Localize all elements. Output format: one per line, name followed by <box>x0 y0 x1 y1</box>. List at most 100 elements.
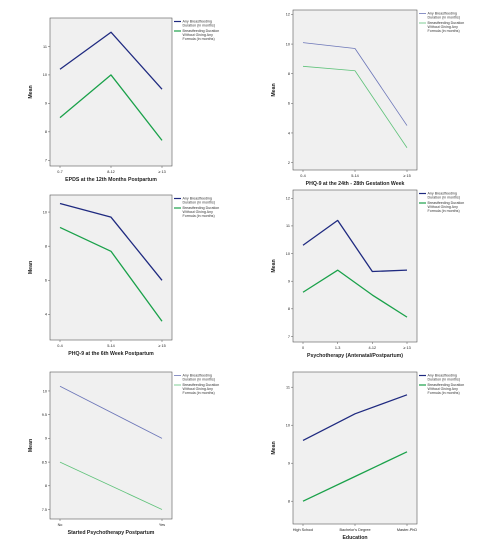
legend-label: Formula (in months) <box>428 391 460 395</box>
x-tick-label: 5-14 <box>107 344 115 348</box>
y-tick-label: 9 <box>45 102 47 106</box>
legend-label: Duration (in months) <box>183 24 216 28</box>
chart-panel-6: 8 9 10 11 High School Bachelor's Degree Master… <box>271 371 465 541</box>
plot-area <box>49 371 173 520</box>
x-axis-title: Psychotherapy (Antenatal/Postpartum) <box>307 353 403 359</box>
legend-label: Any Breastfeeding <box>428 374 457 378</box>
y-tick-label: 11 <box>43 45 47 49</box>
x-tick-label: 1-3 <box>335 346 341 350</box>
y-axis-title: Mean <box>28 261 34 274</box>
legend-label: Any Breastfeeding <box>183 197 212 201</box>
y-tick-label: 8 <box>45 484 47 488</box>
y-tick-label: 7 <box>45 159 47 163</box>
series-line-without-formula <box>59 74 163 141</box>
x-axis-title: Education <box>342 535 367 541</box>
x-tick-label: 0-7 <box>57 170 63 174</box>
x-tick-label: Yes <box>159 523 165 527</box>
legend-label: Formula (in months) <box>183 37 215 41</box>
legend-label: Without Giving Any <box>183 387 214 391</box>
series-line-without-formula <box>59 226 163 322</box>
y-tick-label: 10 <box>286 424 290 428</box>
legend-label: Formula (in months) <box>428 209 460 213</box>
legend-label: Any Breastfeeding <box>428 192 457 196</box>
plot-area <box>49 17 173 167</box>
x-axis-title: Started Psychotherapy Postpartum <box>68 530 155 536</box>
x-tick-label: Master-PhD <box>397 528 418 532</box>
legend-label: Duration (in months) <box>428 196 461 200</box>
y-tick-label: 10 <box>286 42 290 46</box>
series-line-any <box>59 385 163 439</box>
legend-label: Duration (in months) <box>183 201 216 205</box>
y-tick-label: 8 <box>45 244 47 248</box>
series-line-without-formula <box>302 451 408 502</box>
legend-label: Duration (in months) <box>428 378 461 382</box>
y-tick-label: 2 <box>288 161 290 165</box>
y-tick-label: 4 <box>288 131 290 135</box>
y-tick-label: 10 <box>43 389 47 393</box>
y-tick-label: 12 <box>286 13 290 17</box>
legend-label: Formula (in months) <box>428 29 460 33</box>
legend-label: Breastfeeding Duration <box>428 383 465 387</box>
y-tick-label: 8 <box>288 500 290 504</box>
x-tick-label: 5-14 <box>351 174 359 178</box>
series-line-without-formula <box>302 65 408 149</box>
legend-label: Without Giving Any <box>428 205 459 209</box>
y-tick-label: 12 <box>286 197 290 201</box>
y-axis-title: Mean <box>271 83 277 96</box>
series-line-without-formula <box>302 269 408 318</box>
x-tick-label: 0 <box>302 346 304 350</box>
y-tick-label: 9 <box>288 462 290 466</box>
y-tick-label: 8.5 <box>42 460 47 464</box>
x-tick-label: 0-4 <box>300 174 306 178</box>
chart-panel-2: 2 4 6 8 10 12 0-4 5-14 ≥ 15 PHQ-9 at the 24th - 2… <box>271 9 464 187</box>
y-tick-label: 10 <box>286 252 290 256</box>
y-axis-title: Mean <box>271 259 277 272</box>
legend-label: Duration (in months) <box>428 16 461 20</box>
y-axis-title: Mean <box>28 85 34 98</box>
plot-area <box>292 371 418 525</box>
x-tick-label: High School <box>293 528 314 532</box>
y-axis-title: Mean <box>28 439 34 452</box>
y-tick-label: 11 <box>286 224 290 228</box>
legend-label: Breastfeeding Duration <box>428 201 465 205</box>
y-tick-label: 11 <box>286 386 290 390</box>
series-line-without-formula <box>59 461 163 510</box>
y-tick-label: 4 <box>45 313 47 317</box>
y-tick-label: 7 <box>288 335 290 339</box>
y-tick-label: 9 <box>288 280 290 284</box>
x-tick-label: Bachelor's Degree <box>339 528 370 532</box>
y-tick-label: 8 <box>45 130 47 134</box>
x-tick-label: ≥ 15 <box>158 344 165 348</box>
y-tick-label: 10 <box>43 210 47 214</box>
legend-label: Without Giving Any <box>183 33 214 37</box>
legend-label: Any Breastfeeding <box>183 374 212 378</box>
legend-label: Breastfeeding Duration <box>183 206 220 210</box>
legend-label: Without Giving Any <box>428 387 459 391</box>
series-line-any <box>302 394 408 441</box>
y-tick-label: 9.5 <box>42 413 47 417</box>
series-line-any <box>302 42 408 126</box>
legend-label: Any Breastfeeding <box>428 12 457 16</box>
chart-panel-5: 7.5 8 8.5 9 9.5 10 No Yes Started Psychotherapy … <box>28 371 219 536</box>
y-tick-label: 7.5 <box>42 508 47 512</box>
x-tick-label: ≥ 13 <box>158 170 165 174</box>
series-line-any <box>59 202 163 281</box>
y-axis-title: Mean <box>271 441 277 454</box>
series-line-any <box>302 219 408 273</box>
y-tick-label: 8 <box>288 307 290 311</box>
x-tick-label: No <box>58 523 63 527</box>
legend-label: Formula (in months) <box>183 214 215 218</box>
x-tick-label: ≥ 15 <box>403 174 410 178</box>
x-tick-label: 0-4 <box>57 344 63 348</box>
series-line-any <box>59 31 163 90</box>
plot-area <box>292 189 418 343</box>
legend-label: Formula (in months) <box>183 391 215 395</box>
x-axis-title: PHQ-9 at the 6th Week Postpartum <box>68 351 154 357</box>
legend-label: Any Breastfeeding <box>183 20 212 24</box>
y-tick-label: 8 <box>288 72 290 76</box>
x-tick-label: 4-12 <box>369 346 377 350</box>
